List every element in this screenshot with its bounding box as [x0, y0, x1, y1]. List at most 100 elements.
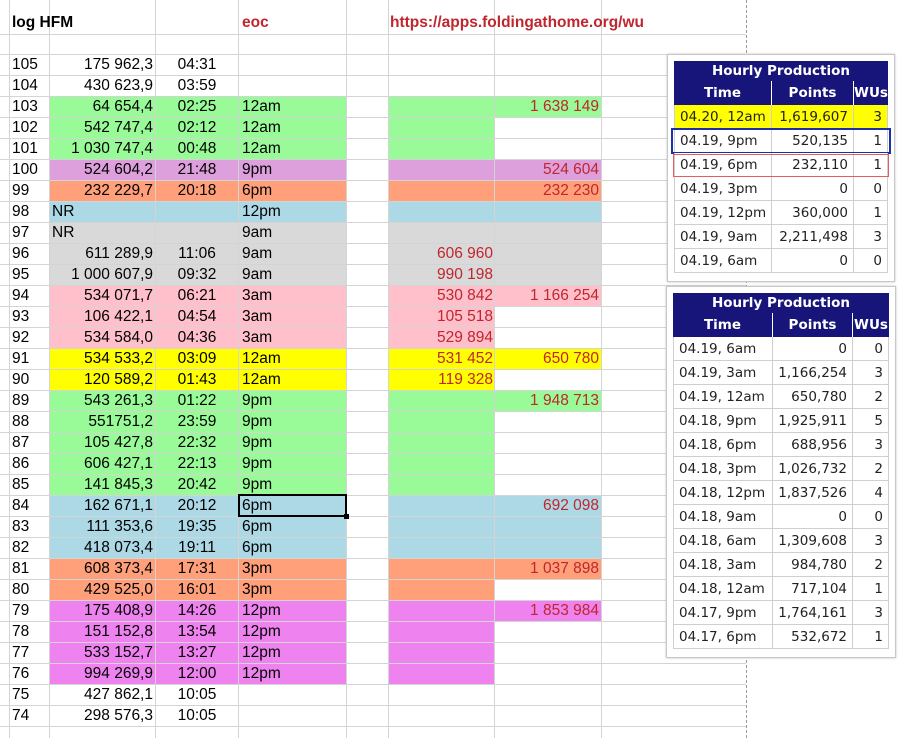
table-row[interactable]: 84 162 671,1 20:12 6pm 692 098 — [0, 494, 746, 519]
eoc-sum-value[interactable] — [496, 621, 599, 642]
points-cell[interactable]: 111 353,6 — [86, 518, 153, 535]
points-cell[interactable]: 534 584,0 — [84, 329, 153, 346]
table-row[interactable]: 97 NR 9am — [0, 222, 746, 243]
row-number[interactable]: 85 — [12, 476, 30, 493]
row-number[interactable]: 99 — [12, 182, 30, 199]
eoc-row-value[interactable] — [390, 222, 493, 243]
table-row[interactable]: 102 542 747,4 02:12 12am — [0, 117, 746, 138]
slot-cell[interactable]: 3am — [242, 308, 273, 325]
points-cell[interactable]: 64 654,4 — [92, 98, 153, 115]
time-cell[interactable]: 02:25 — [177, 98, 217, 115]
row-number[interactable]: 89 — [12, 392, 30, 409]
points-cell[interactable]: 162 671,1 — [84, 497, 153, 514]
row-number[interactable]: 88 — [12, 413, 30, 430]
row-number[interactable]: 102 — [12, 119, 38, 136]
time-cell[interactable]: 19:11 — [178, 539, 216, 556]
eoc-sum-value[interactable] — [496, 327, 599, 348]
time-cell[interactable]: 10:05 — [177, 686, 217, 703]
points-cell[interactable]: 175 962,3 — [84, 56, 153, 73]
time-cell[interactable]: 20:18 — [177, 182, 217, 199]
row-number[interactable]: 104 — [12, 77, 38, 94]
eoc-sum-value[interactable] — [496, 117, 599, 138]
eoc-row-value[interactable]: 105 518 — [436, 308, 493, 325]
eoc-sum-value[interactable] — [496, 684, 599, 705]
points-cell[interactable]: NR — [52, 203, 75, 220]
time-cell[interactable]: 01:22 — [177, 392, 217, 409]
time-cell[interactable]: 02:12 — [177, 119, 217, 136]
table-row[interactable]: 81 608 373,4 17:31 3pm 1 037 898 — [0, 558, 746, 579]
time-cell[interactable]: 04:36 — [177, 329, 217, 346]
time-cell[interactable] — [158, 222, 236, 243]
row-number[interactable]: 101 — [12, 140, 38, 157]
table-row[interactable]: 99 232 229,7 20:18 6pm 232 230 — [0, 180, 746, 201]
eoc-sum-value[interactable] — [496, 579, 599, 600]
eoc-row-value[interactable] — [390, 411, 493, 432]
table-row[interactable]: 87 105 427,8 22:32 9pm — [0, 432, 746, 453]
eoc-sum-value[interactable]: 650 780 — [542, 350, 599, 367]
points-cell[interactable]: 151 152,8 — [84, 623, 153, 640]
row-number[interactable]: 100 — [12, 161, 38, 178]
time-cell[interactable]: 12:00 — [177, 665, 217, 682]
time-cell[interactable]: 03:09 — [177, 350, 217, 367]
eoc-row-value[interactable] — [390, 180, 493, 201]
eoc-header[interactable]: eoc — [242, 14, 269, 31]
time-cell[interactable]: 11:06 — [178, 245, 216, 262]
time-cell[interactable]: 13:54 — [177, 623, 217, 640]
row-number[interactable]: 75 — [12, 686, 30, 703]
eoc-row-value[interactable] — [390, 705, 493, 726]
row-number[interactable]: 93 — [12, 308, 30, 325]
points-cell[interactable]: 611 289,9 — [85, 245, 153, 262]
eoc-sum-value[interactable]: 1 638 149 — [530, 98, 599, 115]
eoc-sum-value[interactable]: 524 604 — [542, 161, 599, 178]
row-number[interactable]: 97 — [12, 224, 30, 241]
time-cell[interactable]: 10:05 — [177, 707, 217, 724]
eoc-row-value[interactable]: 606 960 — [436, 245, 493, 262]
time-cell[interactable]: 21:48 — [177, 161, 217, 178]
points-cell[interactable]: 608 373,4 — [84, 560, 153, 577]
row-number[interactable]: 83 — [12, 518, 30, 535]
row-number[interactable]: 98 — [12, 203, 30, 220]
eoc-row-value[interactable] — [390, 54, 493, 75]
points-cell[interactable]: 298 576,3 — [84, 707, 153, 724]
slot-cell[interactable]: 12am — [242, 350, 281, 367]
points-cell[interactable]: 141 845,3 — [84, 476, 153, 493]
points-cell[interactable]: 551751,2 — [88, 413, 153, 430]
points-cell[interactable]: 994 269,9 — [84, 665, 153, 682]
eoc-sum-value[interactable] — [496, 138, 599, 159]
row-number[interactable]: 94 — [12, 287, 30, 304]
time-cell[interactable]: 20:12 — [177, 497, 217, 514]
table-row[interactable]: 78 151 152,8 13:54 12pm — [0, 621, 746, 642]
slot-cell[interactable]: 12am — [242, 98, 281, 115]
table-row[interactable]: 103 64 654,4 02:25 12am 1 638 149 — [0, 96, 746, 117]
points-cell[interactable]: 106 422,1 — [84, 308, 153, 325]
eoc-sum-value[interactable]: 1 166 254 — [530, 287, 599, 304]
eoc-row-value[interactable] — [390, 537, 493, 558]
points-cell[interactable]: 430 623,9 — [84, 77, 153, 94]
time-cell[interactable]: 01:43 — [177, 371, 217, 388]
time-cell[interactable]: 03:59 — [177, 77, 217, 94]
eoc-sum-value[interactable] — [496, 642, 599, 663]
row-number[interactable]: 81 — [12, 560, 30, 577]
points-cell[interactable]: 120 589,2 — [84, 371, 153, 388]
eoc-row-value[interactable]: 990 198 — [436, 266, 493, 283]
slot-cell[interactable]: 12pm — [242, 623, 281, 640]
fill-handle[interactable] — [344, 514, 349, 519]
slot-cell[interactable]: 6pm — [242, 518, 273, 535]
eoc-sum-value[interactable] — [496, 474, 599, 495]
table-row[interactable]: 82 418 073,4 19:11 6pm — [0, 537, 746, 558]
eoc-row-value[interactable] — [390, 138, 493, 159]
eoc-row-value[interactable] — [390, 495, 493, 516]
time-cell[interactable]: 06:21 — [177, 287, 217, 304]
eoc-row-value[interactable] — [390, 621, 493, 642]
slot-cell[interactable]: 9pm — [242, 413, 273, 430]
time-cell[interactable]: 19:35 — [177, 518, 217, 535]
slot-cell[interactable]: 6pm — [242, 182, 273, 199]
slot-cell[interactable]: 6pm — [242, 497, 273, 514]
eoc-sum-value[interactable] — [496, 264, 599, 285]
points-cell[interactable]: NR — [52, 224, 75, 241]
points-cell[interactable]: 232 229,7 — [84, 182, 153, 199]
table-row[interactable]: 104 430 623,9 03:59 — [0, 75, 746, 96]
eoc-sum-value[interactable] — [496, 75, 599, 96]
row-number[interactable]: 92 — [12, 329, 30, 346]
eoc-row-value[interactable]: 530 842 — [436, 287, 493, 304]
